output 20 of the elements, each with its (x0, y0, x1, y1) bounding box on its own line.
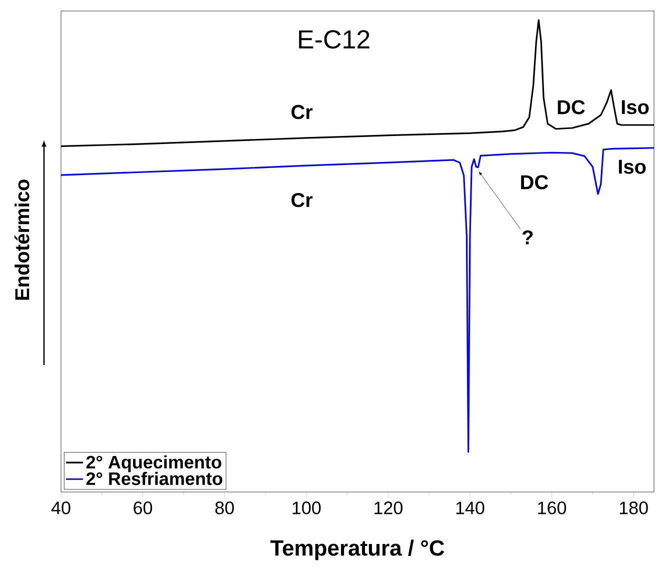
x-tick-label: 40 (51, 502, 70, 514)
annotation: DC (558, 100, 585, 114)
x-tick-label: 180 (620, 502, 648, 514)
annotation: Iso (622, 100, 649, 114)
x-tick-label: 80 (215, 502, 234, 514)
annotation: Cr (291, 104, 313, 120)
x-tick-label: 160 (538, 502, 566, 514)
annotation: DC (521, 175, 548, 190)
annotation: Cr (291, 192, 313, 208)
annotation: ? (522, 230, 533, 244)
legend-label: 2° Resfriamento (86, 472, 222, 486)
x-axis-title: Temperatura / °C (270, 540, 444, 560)
x-tick-label: 120 (374, 502, 402, 514)
chart-title: E-C12 (299, 30, 370, 49)
x-tick-label: 100 (292, 502, 321, 514)
y-axis-title: Endotérmico (14, 180, 30, 300)
x-tick-label: 60 (134, 502, 152, 514)
legend-label: 2° Aquecimento (86, 455, 222, 472)
annotation: Iso (618, 160, 646, 174)
x-tick-label: 140 (456, 502, 484, 514)
